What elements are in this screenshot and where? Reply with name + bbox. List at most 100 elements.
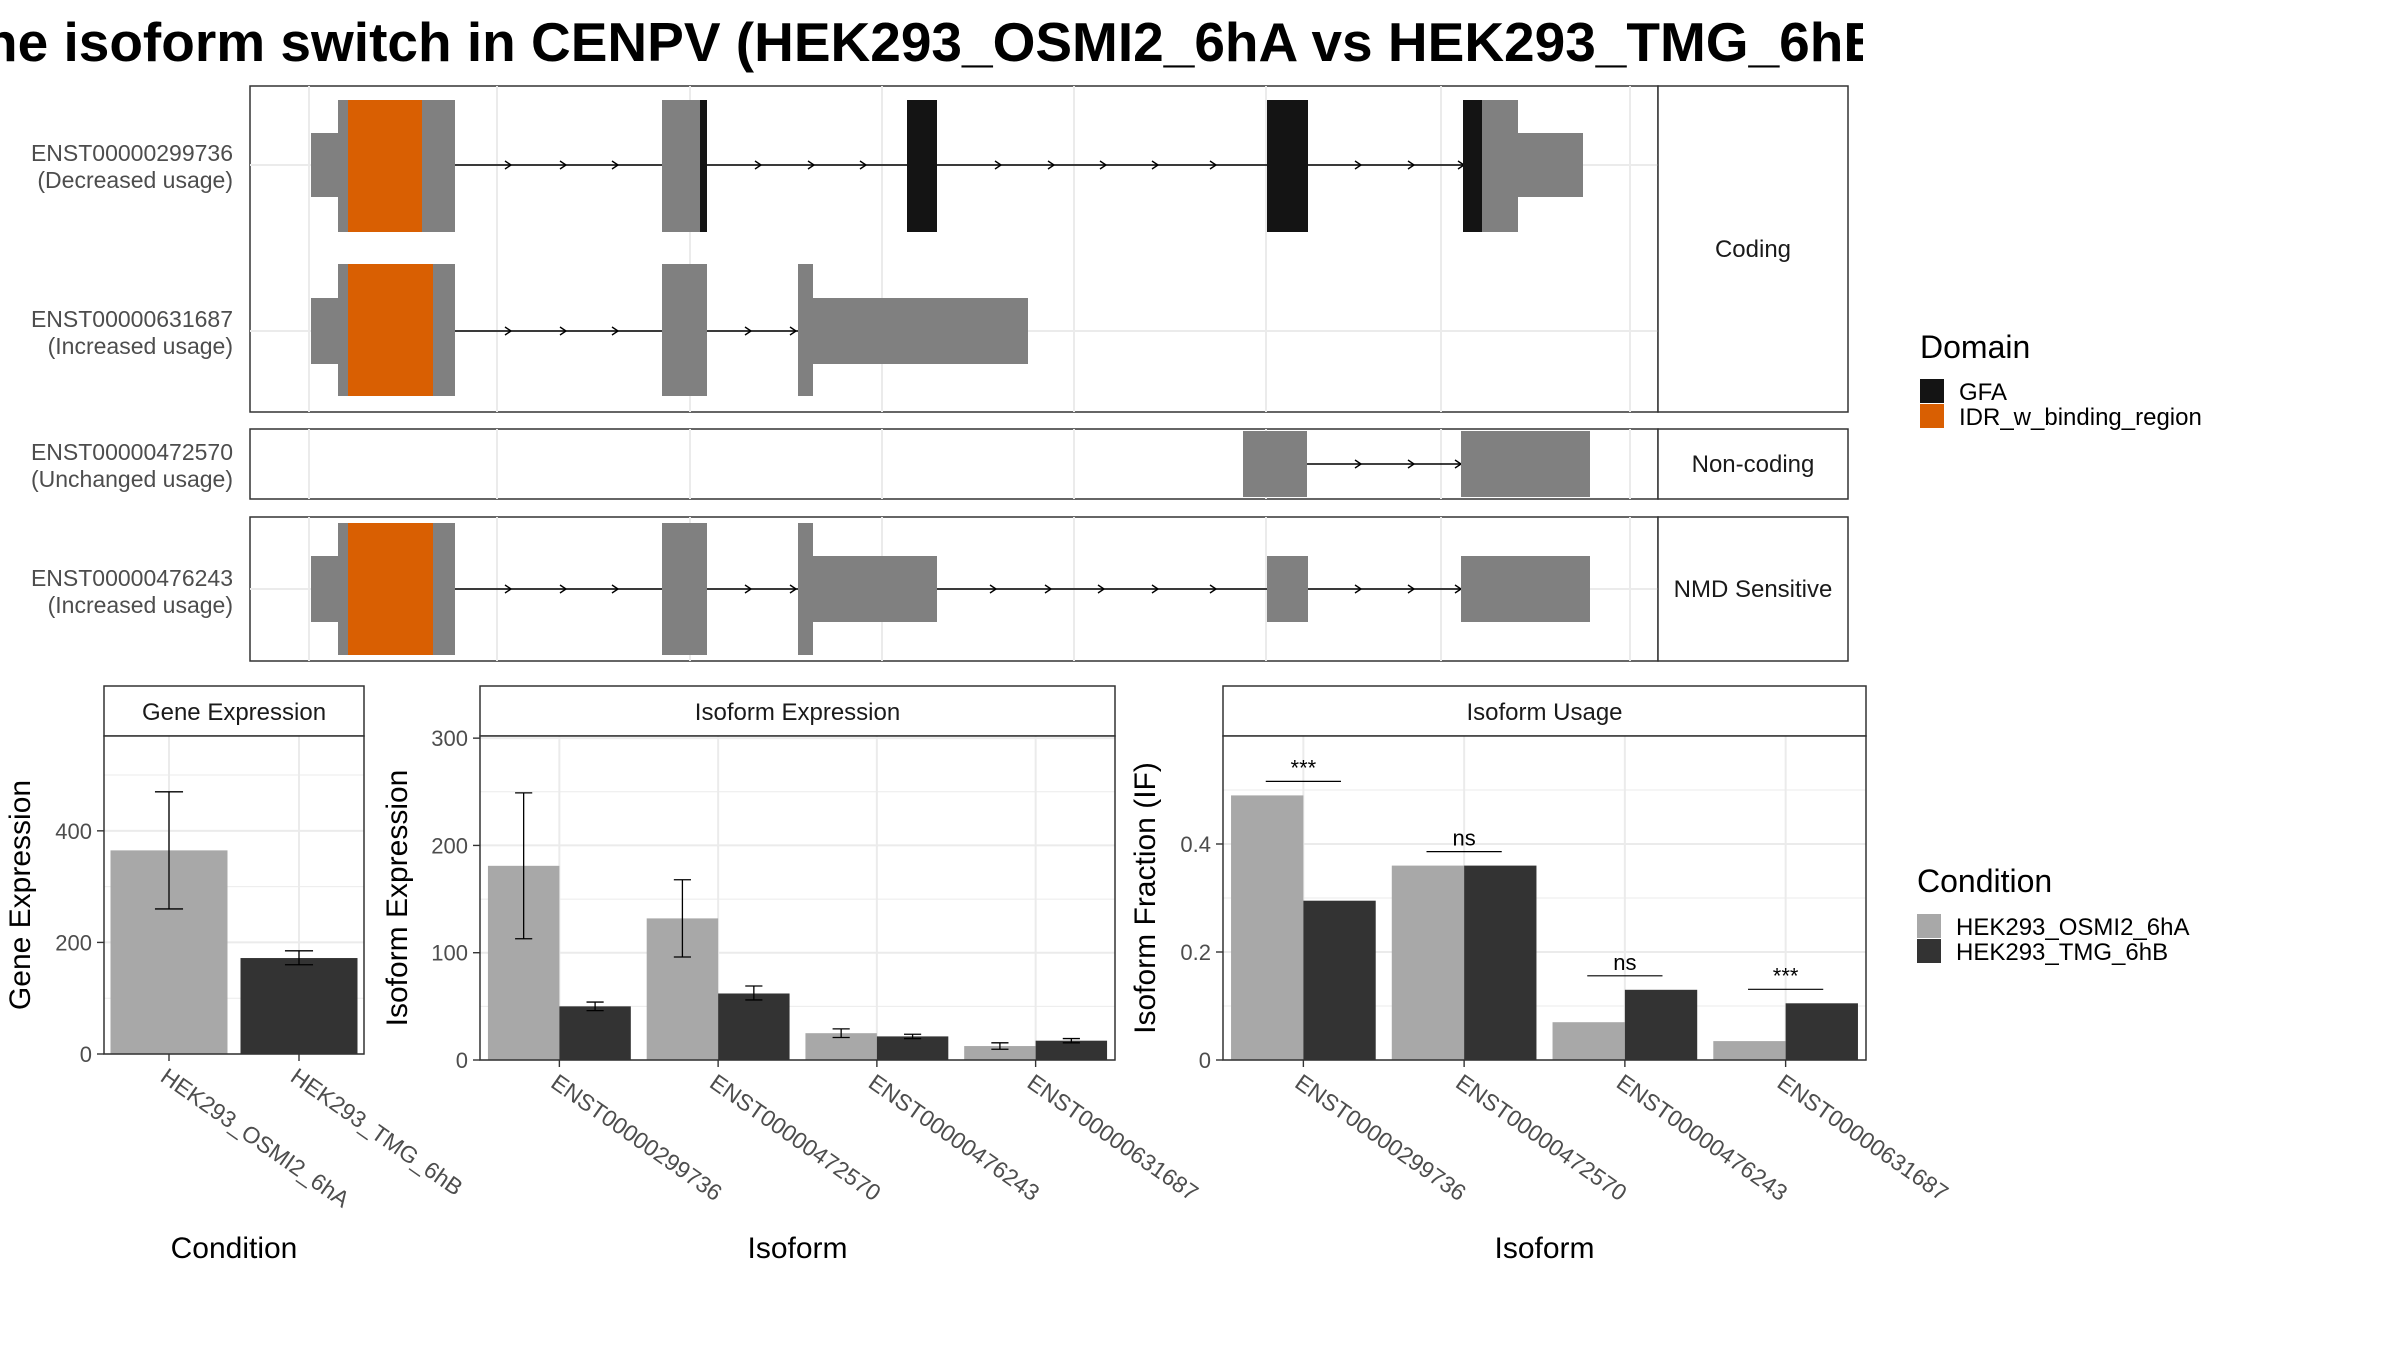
gfa-domain bbox=[1463, 100, 1482, 232]
exon bbox=[662, 100, 707, 232]
x-axis-title: Isoform bbox=[1494, 1232, 1594, 1265]
x-tick-label: ENST00000631687 bbox=[1773, 1069, 1953, 1206]
x-tick-label: ENST00000299736 bbox=[547, 1069, 727, 1206]
bar bbox=[718, 993, 790, 1060]
transcript-id: ENST00000476243 bbox=[31, 565, 233, 591]
y-tick-label: 0.2 bbox=[1180, 940, 1211, 965]
bar bbox=[1785, 1003, 1858, 1060]
isoform-expression-chart: Isoform Expression 0 100 200 300 ENST00000299… bbox=[381, 685, 1203, 1265]
gfa-domain bbox=[700, 100, 707, 232]
x-tick-label: ENST00000472570 bbox=[1451, 1069, 1631, 1206]
idr-domain bbox=[348, 100, 422, 232]
y-tick-label: 0 bbox=[80, 1042, 92, 1067]
title-area: he isoform switch in CENPV (HEK293_OSMI2… bbox=[0, 0, 1863, 84]
idr-domain bbox=[348, 523, 433, 655]
strip-box bbox=[103, 685, 365, 737]
bar bbox=[964, 1046, 1036, 1060]
utr-exon bbox=[311, 556, 339, 622]
strip-non-coding bbox=[1657, 428, 1849, 500]
y-axis-title: Isoform Expression bbox=[381, 770, 414, 1027]
y-tick-label: 400 bbox=[55, 819, 92, 844]
exon bbox=[1461, 431, 1590, 497]
bar bbox=[876, 1036, 949, 1060]
panel-border bbox=[103, 735, 365, 1055]
x-axis-title: Isoform bbox=[747, 1232, 847, 1265]
x-tick-label: ENST00000472570 bbox=[705, 1069, 885, 1206]
facet-coding: Coding bbox=[249, 85, 1849, 413]
utr-exon bbox=[812, 556, 937, 622]
utr-exon bbox=[311, 298, 339, 364]
condition-legend: Condition HEK293_OSMI2_6hA HEK293_TMG_6h… bbox=[1917, 863, 2189, 966]
legend-label-cond-a: HEK293_OSMI2_6hA bbox=[1956, 914, 2189, 941]
plot-title: he isoform switch in CENPV (HEK293_OSMI2… bbox=[0, 11, 1863, 73]
bar bbox=[240, 958, 358, 1054]
legend-label-idr: IDR_w_binding_region bbox=[1959, 404, 2202, 431]
facet-non-coding: Non-coding bbox=[249, 428, 1849, 500]
y-tick-label: 200 bbox=[55, 930, 92, 955]
transcript-row bbox=[311, 523, 1590, 655]
y-axis-title: Gene Expression bbox=[4, 780, 37, 1010]
bar bbox=[1391, 865, 1465, 1060]
strip-coding bbox=[1657, 85, 1849, 413]
transcript-usage: (Decreased usage) bbox=[37, 167, 233, 193]
transcript-usage: (Increased usage) bbox=[48, 592, 233, 618]
intron-arrows bbox=[504, 584, 1463, 594]
legend-key-gfa bbox=[1920, 379, 1944, 403]
strip-label-nmd: NMD Sensitive bbox=[1674, 576, 1833, 603]
bar bbox=[559, 1006, 631, 1060]
exon bbox=[1267, 556, 1308, 622]
transcript-row bbox=[1243, 431, 1590, 497]
significance-label: *** bbox=[1773, 963, 1799, 988]
panel-border bbox=[1222, 735, 1867, 1061]
significance-label: ns bbox=[1613, 950, 1636, 975]
significance-label: ns bbox=[1453, 826, 1476, 851]
transcript-id: ENST00000299736 bbox=[31, 140, 233, 166]
gfa-domain bbox=[907, 100, 937, 232]
strip-box bbox=[1222, 685, 1867, 737]
exon bbox=[798, 264, 813, 396]
exon bbox=[662, 523, 707, 655]
isoform-usage-chart: Isoform Usage *** ns ns *** 0 0.2 0.4 ENST000002… bbox=[1129, 685, 1953, 1265]
exon bbox=[1461, 556, 1590, 622]
x-tick-label: ENST00000476243 bbox=[1612, 1069, 1792, 1206]
y-tick-label: 100 bbox=[431, 941, 468, 966]
gfa-domain bbox=[1267, 100, 1308, 232]
transcript-id: ENST00000631687 bbox=[31, 306, 233, 332]
strip-label-non-coding: Non-coding bbox=[1692, 451, 1815, 478]
transcript-row bbox=[311, 100, 1583, 232]
y-axis-title: Isoform Fraction (IF) bbox=[1129, 762, 1162, 1034]
bar bbox=[1464, 865, 1537, 1060]
strip-box bbox=[479, 685, 1116, 737]
x-tick-label: ENST00000299736 bbox=[1291, 1069, 1471, 1206]
facet-nmd-sensitive: NMD Sensitive bbox=[249, 516, 1849, 662]
strip-title: Isoform Usage bbox=[1466, 699, 1622, 726]
bar bbox=[1303, 900, 1376, 1060]
exon bbox=[662, 264, 707, 396]
bar bbox=[1624, 989, 1698, 1060]
significance-label: *** bbox=[1291, 755, 1317, 780]
bar bbox=[1552, 1022, 1625, 1060]
legend-key-idr bbox=[1920, 404, 1944, 428]
y-tick-label: 0 bbox=[456, 1048, 468, 1073]
strip-title: Gene Expression bbox=[142, 699, 326, 726]
transcript-row bbox=[311, 264, 1028, 396]
transcript-usage: (Unchanged usage) bbox=[31, 466, 233, 492]
legend-label-cond-b: HEK293_TMG_6hB bbox=[1956, 939, 2168, 966]
utr-exon bbox=[812, 298, 1028, 364]
exon bbox=[1243, 431, 1307, 497]
legend-label-gfa: GFA bbox=[1959, 379, 2007, 406]
strip-title: Isoform Expression bbox=[695, 699, 900, 726]
panel-border bbox=[479, 735, 1116, 1061]
transcript-labels: ENST00000299736 (Decreased usage) ENST00… bbox=[31, 140, 233, 618]
strip-nmd bbox=[1657, 516, 1849, 662]
utr-exon bbox=[311, 133, 339, 197]
structure-panel: Coding bbox=[31, 85, 1849, 662]
x-axis-title: Condition bbox=[171, 1232, 298, 1265]
bar bbox=[1035, 1040, 1108, 1060]
legend-key-cond-a bbox=[1917, 914, 1941, 938]
x-tick-label: ENST00000631687 bbox=[1023, 1069, 1203, 1206]
domain-legend-title: Domain bbox=[1920, 329, 2030, 365]
bar bbox=[1231, 795, 1304, 1060]
idr-domain bbox=[348, 264, 433, 396]
